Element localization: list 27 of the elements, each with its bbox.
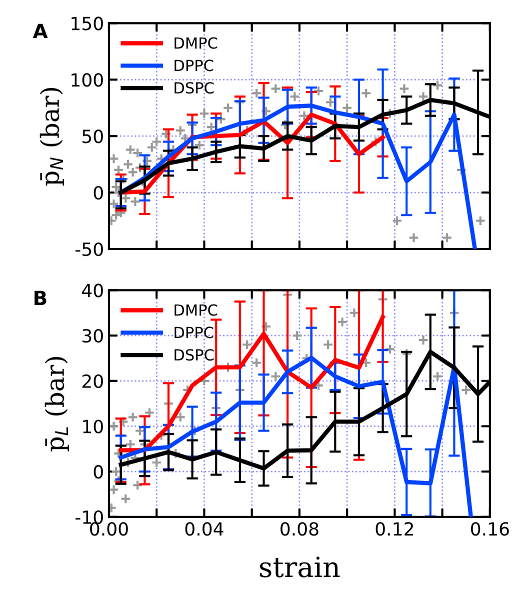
y-tick-label: -50: [76, 242, 103, 256]
legend-label: DMPC: [174, 304, 218, 316]
x-tick-label: 0.08: [280, 522, 318, 536]
y-axis-title: p̄$_{L}$ (bar): [44, 357, 70, 452]
y-tick-label: 10: [83, 420, 103, 434]
y-tick-label: 0: [94, 186, 103, 200]
y-tick-label: 0: [94, 465, 103, 479]
x-axis-title: strain: [260, 556, 340, 578]
chart-title: B: [34, 290, 46, 305]
y-tick-label: 100: [72, 73, 103, 87]
y-tick-label: -10: [76, 510, 103, 524]
legend-label: DSPC: [174, 82, 214, 94]
y-tick-label: 30: [82, 329, 103, 343]
chart-title: A: [32, 24, 48, 38]
x-tick-label: 0.16: [471, 522, 509, 536]
legend-label: DPPC: [174, 326, 214, 338]
y-tick-label: 40: [82, 284, 103, 298]
y-tick-label: 150: [72, 16, 103, 30]
x-tick-label: 0.00: [90, 522, 128, 536]
y-tick-label: 50: [82, 130, 103, 144]
x-tick-label: 0.04: [185, 522, 224, 536]
y-tick-label: 20: [82, 374, 103, 388]
legend-label: DMPC: [174, 37, 218, 49]
x-tick-label: 0.12: [376, 522, 413, 536]
legend-label: DPPC: [174, 60, 214, 72]
legend-label: DSPC: [174, 349, 214, 361]
y-axis-title: p̄$_{N}$ (bar): [40, 88, 64, 186]
